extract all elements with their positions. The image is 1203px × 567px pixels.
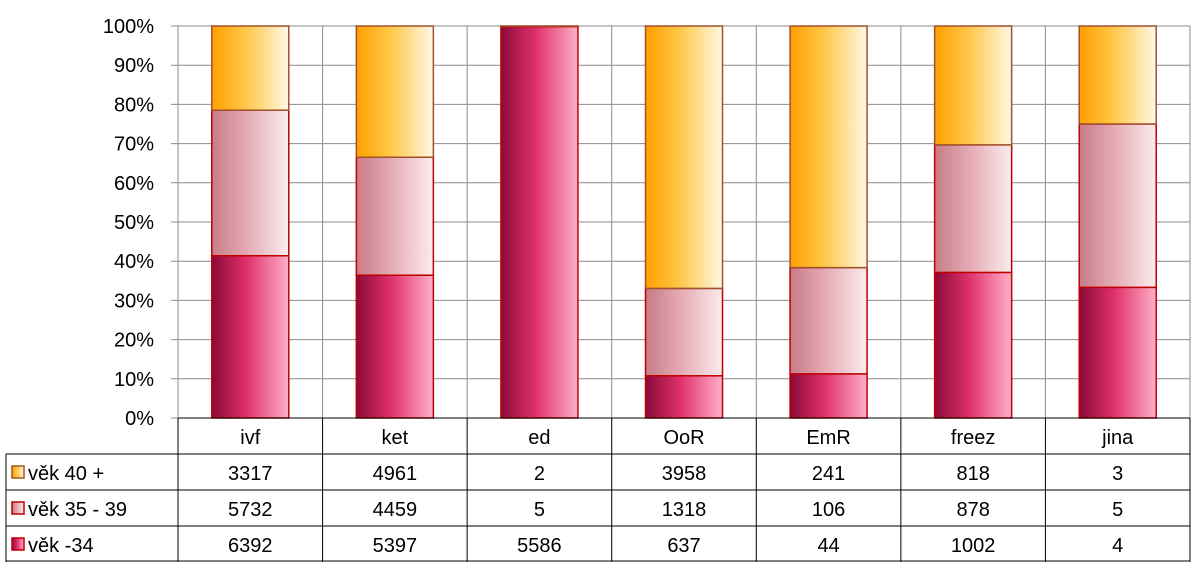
data-label-vek-35-39-ivf: 5732 [228, 499, 273, 521]
bar-segment-vek-35-39-ivf [211, 109, 290, 257]
legend-key-vek-34 [11, 537, 25, 551]
bar-segment-vek-40-jina [1078, 25, 1157, 125]
y-tick-label: 50% [114, 212, 154, 234]
y-tick-label: 80% [114, 94, 154, 116]
data-label-vek-40-emr: 241 [812, 463, 845, 485]
data-label-vek-40-freez: 818 [956, 463, 989, 485]
bar-segment-vek-40-emr [789, 25, 868, 269]
bar-segment-vek-40-freez [933, 25, 1013, 146]
data-label-vek-35-39-jina: 5 [1112, 499, 1123, 521]
bar-segment-vek-34-ed [500, 25, 579, 419]
data-label-vek-40-ed: 2 [534, 463, 545, 485]
legend-label-vek-40: věk 40 + [28, 463, 104, 485]
x-category-label-ivf: ivf [240, 427, 260, 449]
legend-label-vek-34: věk -34 [28, 535, 94, 557]
legend-key-vek-40 [11, 465, 25, 479]
data-label-vek-35-39-oor: 1318 [662, 499, 707, 521]
data-label-vek-34-ed: 5586 [517, 535, 562, 557]
data-label-vek-35-39-ed: 5 [534, 499, 545, 521]
bar-segment-vek-34-jina [1078, 286, 1157, 419]
data-label-vek-40-jina: 3 [1112, 463, 1123, 485]
bar-segment-vek-35-39-ket [355, 156, 435, 276]
y-tick-label: 100% [103, 16, 154, 38]
y-tick-label: 60% [114, 173, 154, 195]
y-tick-label: 90% [114, 55, 154, 77]
x-category-label-emr: EmR [806, 427, 850, 449]
data-label-vek-34-freez: 1002 [951, 535, 996, 557]
bars [211, 25, 1157, 419]
y-tick-label: 70% [114, 134, 154, 156]
data-label-vek-35-39-emr: 106 [812, 499, 845, 521]
data-label-vek-34-emr: 44 [817, 535, 839, 557]
bar-segment-vek-40-ket [355, 25, 435, 158]
y-tick-label: 10% [114, 369, 154, 391]
bar-segment-vek-34-ket [355, 274, 435, 419]
x-category-label-jina: jina [1101, 427, 1134, 449]
y-tick-label: 20% [114, 330, 154, 352]
bar-segment-vek-35-39-freez [933, 144, 1013, 274]
data-label-vek-34-oor: 637 [667, 535, 700, 557]
legend-label-vek-35-39: věk 35 - 39 [28, 499, 127, 521]
legend-key-vek-35-39 [11, 501, 25, 515]
y-tick-label: 30% [114, 290, 154, 312]
data-label-vek-35-39-ket: 4459 [373, 499, 418, 521]
bar-segment-vek-34-oor [644, 375, 724, 419]
data-label-vek-40-ket: 4961 [373, 463, 418, 485]
x-category-label-ket: ket [382, 427, 409, 449]
data-table: ivf ket ed OoR EmR freez jina věk 40 + 3317 4961 2… [5, 417, 1191, 562]
data-label-vek-34-jina: 4 [1112, 535, 1123, 557]
y-tick-label: 40% [114, 251, 154, 273]
bar-segment-vek-35-39-oor [644, 287, 724, 377]
y-tick-label: 0% [125, 408, 154, 430]
data-label-vek-34-ivf: 6392 [228, 535, 273, 557]
x-category-label-freez: freez [951, 427, 995, 449]
bar-segment-vek-34-freez [933, 271, 1013, 419]
data-label-vek-40-oor: 3958 [662, 463, 707, 485]
data-label-vek-34-ket: 5397 [373, 535, 418, 557]
x-category-label-ed: ed [528, 427, 550, 449]
bar-segment-vek-34-emr [789, 373, 868, 419]
bar-segment-vek-35-39-jina [1078, 123, 1157, 289]
bar-segment-vek-40-ivf [211, 25, 290, 111]
bar-segment-vek-35-39-emr [789, 266, 868, 375]
bar-segment-vek-34-ivf [211, 254, 290, 419]
y-axis: 0% 10% 20% 30% 40% 50% 60% 70% 80% 90% 100% [103, 16, 154, 430]
data-label-vek-35-39-freez: 878 [956, 499, 989, 521]
bar-segment-vek-40-oor [644, 25, 724, 290]
data-label-vek-40-ivf: 3317 [228, 463, 273, 485]
x-category-label-oor: OoR [663, 427, 704, 449]
